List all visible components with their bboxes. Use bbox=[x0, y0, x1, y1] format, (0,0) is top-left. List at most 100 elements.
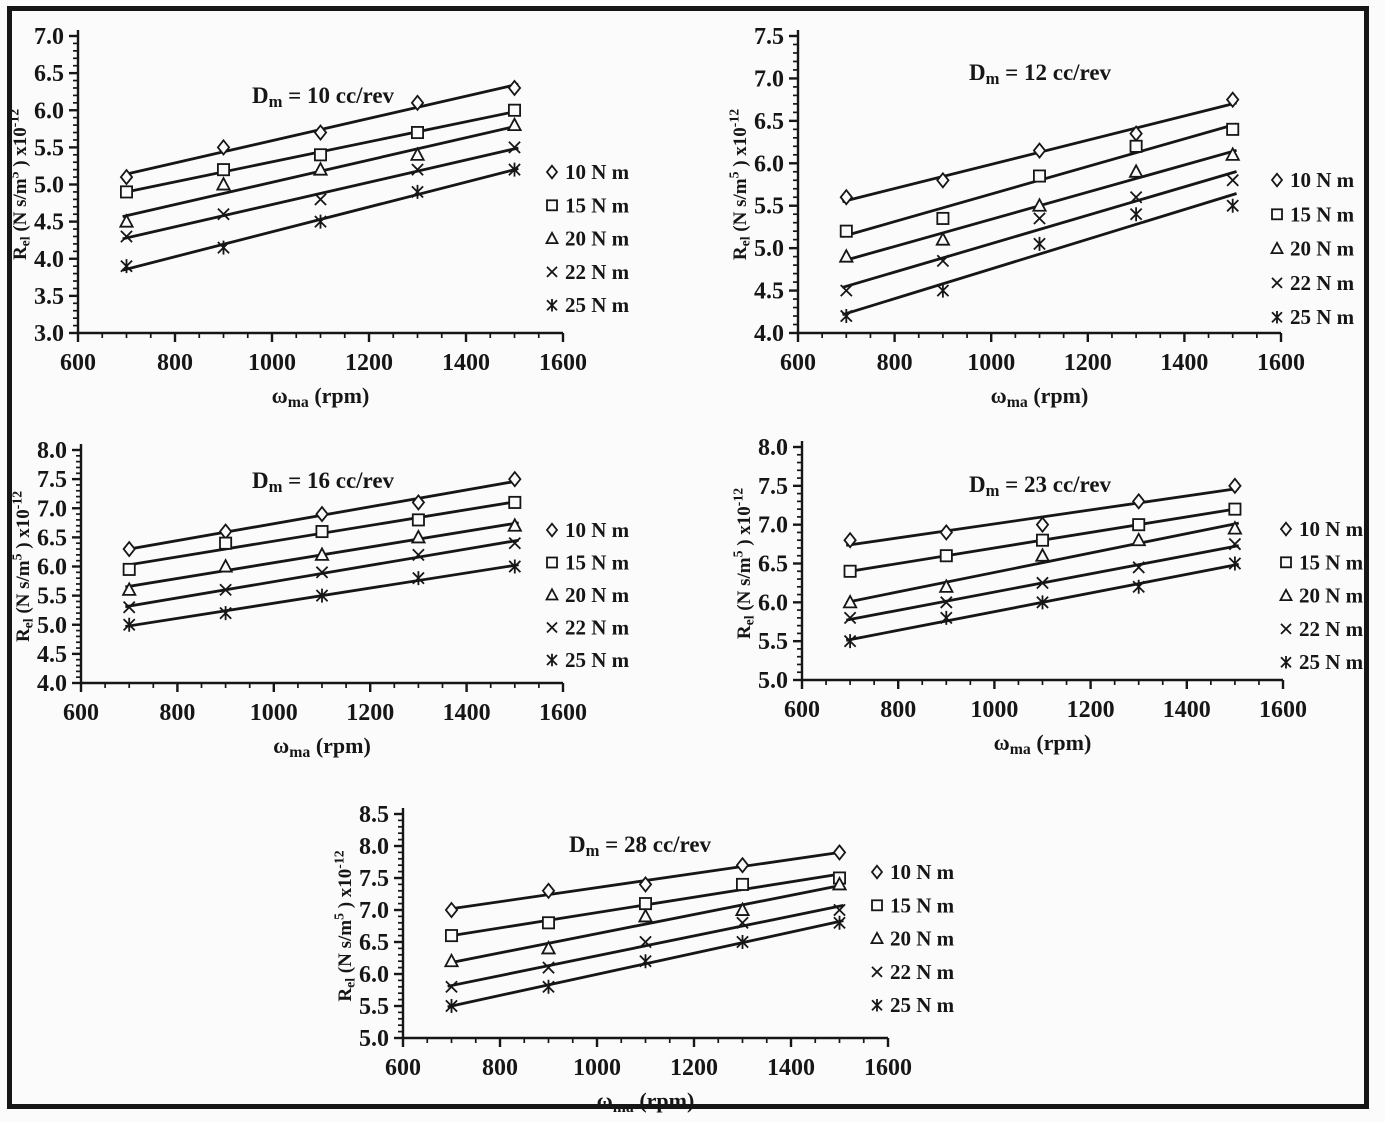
svg-text:600: 600 bbox=[63, 700, 99, 726]
svg-text:6.0: 6.0 bbox=[34, 98, 64, 124]
svg-text:6.5: 6.5 bbox=[359, 930, 389, 956]
svg-text:22 N m: 22 N m bbox=[1299, 617, 1364, 641]
svg-text:4.5: 4.5 bbox=[37, 642, 67, 668]
svg-text:1400: 1400 bbox=[767, 1055, 815, 1081]
svg-text:800: 800 bbox=[877, 350, 913, 376]
svg-text:25 N m: 25 N m bbox=[890, 993, 955, 1017]
svg-text:1000: 1000 bbox=[250, 700, 298, 726]
svg-text:Rel (N s/m5 ) x10-12: Rel (N s/m5 ) x10-12 bbox=[9, 491, 35, 642]
svg-text:5.5: 5.5 bbox=[758, 629, 788, 655]
svg-text:800: 800 bbox=[157, 350, 193, 376]
svg-text:4.0: 4.0 bbox=[754, 321, 784, 347]
svg-text:4.0: 4.0 bbox=[37, 671, 67, 697]
svg-text:7.0: 7.0 bbox=[359, 898, 389, 924]
svg-text:Rel (N s/m5 ) x10-12: Rel (N s/m5 ) x10-12 bbox=[730, 488, 756, 639]
svg-text:6.5: 6.5 bbox=[758, 552, 788, 578]
svg-text:1400: 1400 bbox=[1160, 350, 1208, 376]
svg-text:Dm = 23 cc/rev: Dm = 23 cc/rev bbox=[969, 472, 1112, 500]
svg-text:5.5: 5.5 bbox=[359, 994, 389, 1020]
svg-text:15 N m: 15 N m bbox=[890, 893, 955, 917]
svg-text:10 N m: 10 N m bbox=[565, 518, 630, 542]
svg-text:15 N m: 15 N m bbox=[1299, 550, 1364, 574]
svg-text:ωma (rpm): ωma (rpm) bbox=[273, 733, 371, 761]
svg-text:600: 600 bbox=[780, 350, 816, 376]
svg-text:10 N m: 10 N m bbox=[890, 860, 955, 884]
svg-text:20 N m: 20 N m bbox=[565, 583, 630, 607]
chart-dm-16: 4.0 4.5 5.0 5.5 6.0 6.5 7.0 7.5 8.0 600 800 1000 120… bbox=[9, 438, 629, 761]
svg-text:800: 800 bbox=[159, 700, 195, 726]
svg-text:10 N m: 10 N m bbox=[1299, 517, 1364, 541]
svg-text:600: 600 bbox=[784, 697, 820, 723]
legend-dm-12: 10 N m 15 N m 20 N m 22 N m 25 N m bbox=[1269, 168, 1355, 329]
svg-text:Rel (N s/m5 ) x10-12: Rel (N s/m5 ) x10-12 bbox=[726, 109, 752, 260]
svg-text:15 N m: 15 N m bbox=[565, 551, 630, 575]
svg-text:25 N m: 25 N m bbox=[1299, 650, 1364, 674]
svg-text:6.0: 6.0 bbox=[758, 590, 788, 616]
svg-text:22 N m: 22 N m bbox=[890, 960, 955, 984]
svg-text:7.0: 7.0 bbox=[754, 66, 784, 92]
chart-dm-10: 3.0 3.5 4.0 4.5 5.0 5.5 6.0 6.5 7.0 600 800 1000 120… bbox=[6, 24, 629, 411]
svg-text:1600: 1600 bbox=[539, 700, 587, 726]
svg-text:8.0: 8.0 bbox=[37, 438, 67, 464]
svg-text:1200: 1200 bbox=[670, 1055, 718, 1081]
svg-text:1000: 1000 bbox=[967, 350, 1015, 376]
svg-text:600: 600 bbox=[60, 350, 96, 376]
svg-text:1000: 1000 bbox=[573, 1055, 621, 1081]
chart-dm-12: 4.0 4.5 5.0 5.5 6.0 6.5 7.0 7.5 600 800 1000 1200 14… bbox=[726, 24, 1354, 411]
legend-dm-16: 10 N m 15 N m 20 N m 22 N m 25 N m bbox=[544, 518, 630, 672]
svg-text:5.0: 5.0 bbox=[359, 1026, 389, 1052]
svg-text:25 N m: 25 N m bbox=[1290, 305, 1355, 329]
svg-text:6.0: 6.0 bbox=[754, 151, 784, 177]
svg-text:1600: 1600 bbox=[1259, 697, 1307, 723]
chart-dm-23: 5.0 5.5 6.0 6.5 7.0 7.5 8.0 600 800 1000 1200 1400 1… bbox=[730, 435, 1363, 758]
svg-text:15 N m: 15 N m bbox=[565, 193, 630, 217]
svg-text:3.0: 3.0 bbox=[34, 321, 64, 347]
svg-text:20 N m: 20 N m bbox=[1299, 584, 1364, 608]
svg-text:10 N m: 10 N m bbox=[565, 160, 630, 184]
chart-dm-28: 5.0 5.5 6.0 6.5 7.0 7.5 8.0 8.5 600 800 1000 1200 14… bbox=[331, 802, 954, 1116]
svg-text:ωma (rpm): ωma (rpm) bbox=[994, 730, 1092, 758]
svg-text:800: 800 bbox=[880, 697, 916, 723]
svg-text:8.0: 8.0 bbox=[359, 834, 389, 860]
svg-text:20 N m: 20 N m bbox=[1290, 237, 1355, 261]
svg-text:Dm = 16 cc/rev: Dm = 16 cc/rev bbox=[252, 468, 395, 496]
svg-text:Rel (N s/m5 ) x10-12: Rel (N s/m5 ) x10-12 bbox=[331, 850, 357, 1001]
svg-text:3.5: 3.5 bbox=[34, 284, 64, 310]
svg-text:Dm = 12 cc/rev: Dm = 12 cc/rev bbox=[969, 60, 1112, 88]
svg-text:1000: 1000 bbox=[970, 697, 1018, 723]
svg-text:1000: 1000 bbox=[248, 350, 296, 376]
svg-text:6.5: 6.5 bbox=[34, 61, 64, 87]
svg-text:5.0: 5.0 bbox=[37, 613, 67, 639]
svg-text:1600: 1600 bbox=[864, 1055, 912, 1081]
svg-text:800: 800 bbox=[482, 1055, 518, 1081]
svg-text:10 N m: 10 N m bbox=[1290, 168, 1355, 192]
svg-text:1200: 1200 bbox=[346, 700, 394, 726]
svg-text:5.5: 5.5 bbox=[37, 584, 67, 610]
svg-text:20 N m: 20 N m bbox=[890, 927, 955, 951]
svg-text:6.5: 6.5 bbox=[37, 525, 67, 551]
svg-text:6.0: 6.0 bbox=[359, 962, 389, 988]
svg-text:25 N m: 25 N m bbox=[565, 293, 630, 317]
svg-text:4.5: 4.5 bbox=[754, 279, 784, 305]
svg-text:7.5: 7.5 bbox=[758, 474, 788, 500]
legend-dm-10: 10 N m 15 N m 20 N m 22 N m 25 N m bbox=[544, 160, 630, 317]
svg-text:6.0: 6.0 bbox=[37, 555, 67, 581]
svg-text:7.0: 7.0 bbox=[758, 513, 788, 539]
svg-text:Dm = 10 cc/rev: Dm = 10 cc/rev bbox=[252, 83, 395, 111]
svg-text:6.5: 6.5 bbox=[754, 109, 784, 135]
svg-text:7.0: 7.0 bbox=[34, 24, 64, 50]
legend-dm-23: 10 N m 15 N m 20 N m 22 N m 25 N m bbox=[1278, 517, 1364, 674]
svg-text:22 N m: 22 N m bbox=[1290, 271, 1355, 295]
svg-text:7.0: 7.0 bbox=[37, 496, 67, 522]
svg-text:7.5: 7.5 bbox=[359, 866, 389, 892]
svg-text:5.0: 5.0 bbox=[754, 236, 784, 262]
svg-text:22 N m: 22 N m bbox=[565, 260, 630, 284]
svg-text:Dm = 28 cc/rev: Dm = 28 cc/rev bbox=[569, 832, 712, 860]
svg-text:1400: 1400 bbox=[442, 350, 490, 376]
svg-text:1600: 1600 bbox=[1257, 350, 1305, 376]
svg-text:7.5: 7.5 bbox=[754, 24, 784, 50]
svg-text:5.0: 5.0 bbox=[34, 173, 64, 199]
svg-text:15 N m: 15 N m bbox=[1290, 202, 1355, 226]
